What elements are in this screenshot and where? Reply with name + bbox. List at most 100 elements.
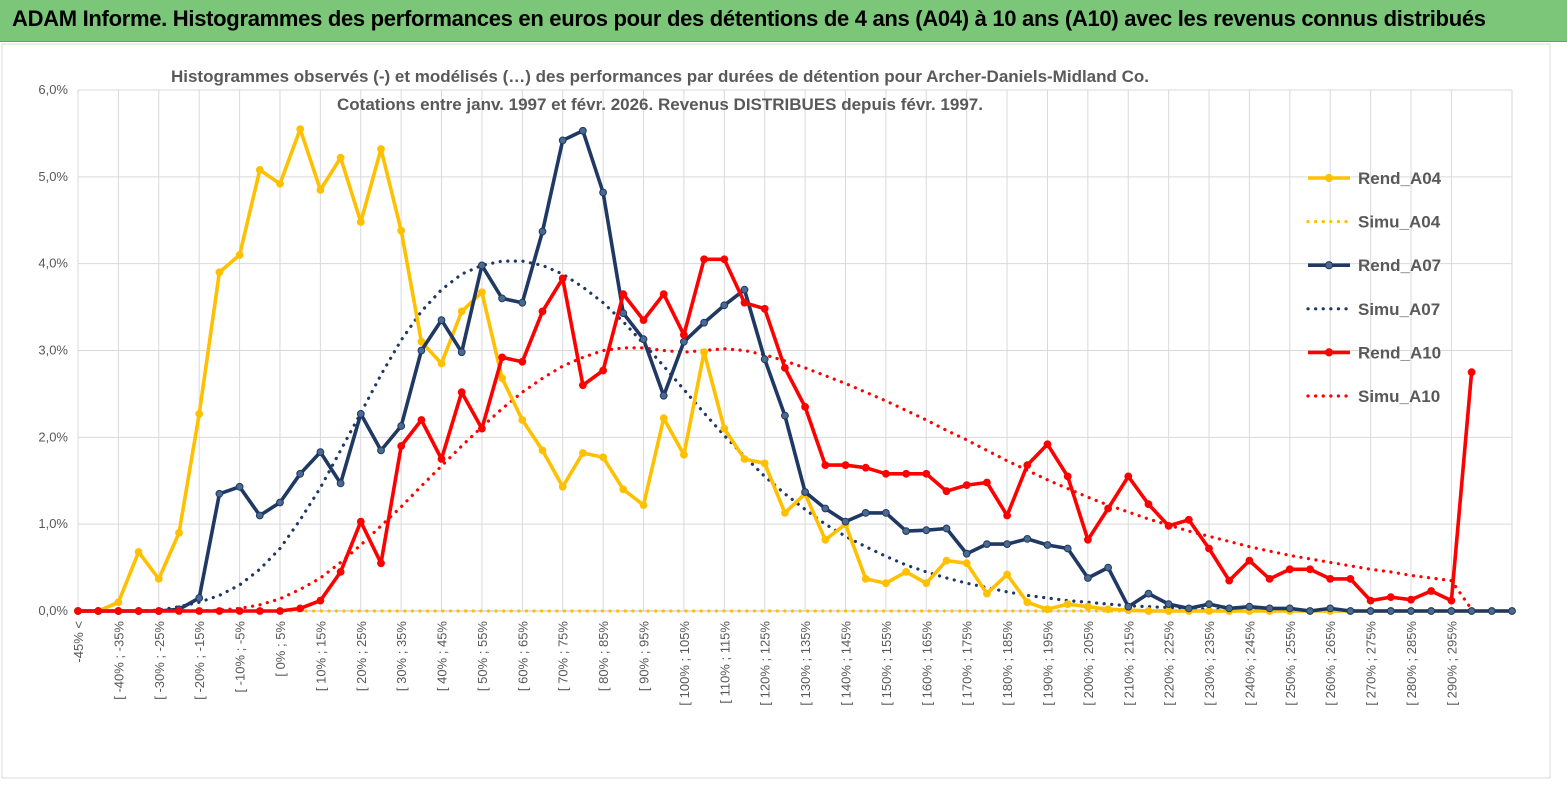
data-point-Rend_A10 [902,469,910,478]
series-Simu_A10 [76,346,1474,613]
data-point-Rend_A04 [175,529,183,537]
report-title: ADAM Informe. Histogrammes des performan… [12,6,1486,31]
data-point-Rend_A07 [377,446,385,455]
data-point-Rend_A07 [235,482,244,491]
x-tick-label: [ 60% ; 65% [515,621,530,692]
data-point-Rend_A04 [680,450,688,459]
data-point-Rend_A10 [1104,504,1112,513]
x-tick-label: [ -30% ; -25% [152,621,167,700]
x-tick-label: [ 120% ; 125% [758,621,773,706]
data-point-Rend_A07 [1386,607,1395,615]
data-point-Rend_A07 [1487,607,1496,615]
data-point-Rend_A07 [1285,604,1294,613]
y-tick-label: 1,0% [38,516,68,531]
data-point-Rend_A10 [154,607,163,615]
data-point-Rend_A10 [1124,472,1133,481]
axis-layer: 0,0% 1,0% 2,0% 3,0% 4,0% 5,0% 6,0% -45% < [ -40%… [38,82,1512,706]
data-point-Rend_A04 [518,416,527,424]
data-point-Rend_A07 [801,488,809,496]
x-tick-label: [ 20% ; 25% [354,621,369,692]
data-point-Rend_A04 [962,559,971,568]
data-point-Rend_A04 [538,446,547,455]
data-point-Rend_A07 [296,469,305,478]
legend-item-Rend_A10: Rend_A10 [1308,343,1441,362]
x-tick-label: [ 170% ; 175% [960,621,975,706]
data-point-Rend_A04 [195,410,204,418]
legend-marker [1324,348,1334,357]
data-point-Rend_A07 [1366,607,1375,615]
x-tick-label: [ 80% ; 85% [596,621,611,692]
series-line-Simu_A10 [76,346,1474,613]
data-point-Rend_A10 [215,607,224,615]
y-tick-label: 0,0% [38,603,68,618]
x-tick-label: [ 290% ; 295% [1444,621,1459,706]
x-tick-label: [ 280% ; 285% [1404,621,1419,706]
data-point-Rend_A07 [1245,602,1254,611]
data-point-Rend_A10 [1427,587,1436,595]
data-point-Rend_A07 [1427,607,1436,615]
data-point-Rend_A04 [457,307,466,316]
data-point-Rend_A10 [740,298,749,307]
data-point-Rend_A04 [437,359,446,368]
legend-label: Simu_A07 [1358,300,1440,319]
legend-item-Rend_A04: Rend_A04 [1308,169,1442,188]
y-tick-label: 6,0% [38,82,68,97]
data-point-Rend_A07 [1306,607,1314,615]
legend: Rend_A04 Simu_A04 Rend_A07 Simu_A07 Rend_A10… [1306,169,1442,406]
data-point-Rend_A04 [579,449,587,457]
data-point-Rend_A10 [397,442,406,450]
data-point-Rend_A07 [922,526,931,535]
data-point-Rend_A10 [296,604,305,613]
data-point-Rend_A04 [1144,607,1153,615]
data-point-Rend_A10 [1144,500,1153,509]
data-point-Rend_A07 [1063,544,1072,553]
data-point-Rend_A07 [437,316,446,325]
x-tick-label: -45% < [71,621,86,663]
data-point-Rend_A10 [457,388,466,397]
x-tick-label: [ 10% ; 15% [313,621,328,692]
data-point-Rend_A04 [498,374,507,383]
data-point-Rend_A07 [1124,602,1133,611]
data-point-Rend_A10 [255,607,264,615]
data-point-Rend_A04 [397,226,406,235]
y-tick-label: 5,0% [38,169,68,184]
data-point-Rend_A10 [801,403,809,411]
x-tick-label: [ 180% ; 185% [1000,621,1015,706]
data-point-Rend_A04 [619,485,628,494]
data-point-Rend_A07 [1225,604,1234,613]
series-layer [74,125,1516,615]
data-point-Rend_A07 [558,136,567,145]
data-point-Rend_A04 [700,348,708,357]
series-line-Simu_A07 [76,259,1514,613]
x-tick-label: [ 130% ; 135% [798,621,813,706]
data-point-Rend_A07 [1184,604,1193,613]
data-point-Rend_A10 [1447,596,1456,605]
data-point-Rend_A10 [538,307,547,316]
data-point-Rend_A07 [276,498,284,507]
x-tick-label: [ 140% ; 145% [838,621,853,706]
series-Simu_A07 [76,259,1514,613]
data-point-Rend_A10 [1205,544,1213,553]
x-tick-label: [ 200% ; 205% [1081,621,1096,706]
series-line-Rend_A10 [78,257,1474,613]
data-point-Rend_A07 [882,509,890,517]
y-tick-label: 3,0% [38,343,68,358]
legend-marker [1324,173,1334,183]
data-point-Rend_A07 [1467,607,1476,615]
data-point-Rend_A04 [154,575,163,583]
y-tick-label: 4,0% [38,256,68,271]
data-point-Rend_A07 [1104,563,1112,572]
series-Rend_A10 [74,255,1476,615]
x-tick-label: [ 50% ; 55% [475,621,490,692]
data-point-Rend_A04 [922,579,931,588]
chart-title-line1: Histogrammes observés (-) et modélisés (… [171,67,1149,86]
data-point-Rend_A07 [861,509,870,517]
data-point-Rend_A07 [1043,541,1052,549]
data-point-Rend_A10 [94,607,103,615]
data-point-Rend_A04 [740,455,749,463]
data-point-Rend_A07 [255,511,264,520]
data-point-Rend_A07 [619,309,628,318]
data-point-Rend_A04 [760,459,769,468]
data-point-Rend_A10 [1346,575,1355,583]
data-point-Rend_A04 [356,218,365,226]
